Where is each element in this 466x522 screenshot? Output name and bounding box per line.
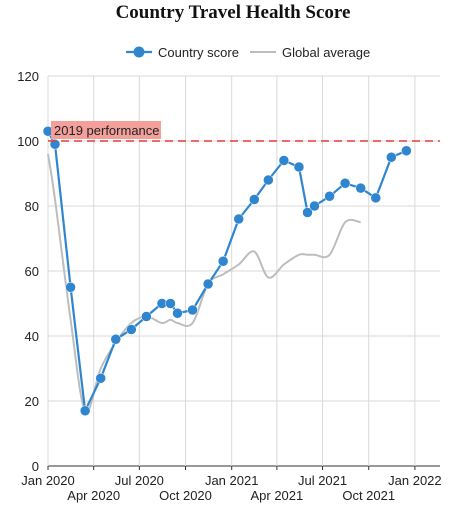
data-point <box>355 182 366 194</box>
data-point <box>187 304 198 316</box>
y-tick-label: 0 <box>32 459 39 474</box>
y-tick-label: 40 <box>25 329 39 344</box>
data-point <box>309 200 320 212</box>
y-tick-label: 20 <box>25 394 39 409</box>
data-point <box>324 191 335 202</box>
data-point <box>202 278 214 290</box>
y-tick-label: 100 <box>17 134 39 149</box>
data-point <box>65 282 76 293</box>
y-tick-label: 80 <box>25 199 39 214</box>
x-tick-label: Apr 2020 <box>67 488 120 503</box>
data-point <box>79 405 91 416</box>
data-point <box>278 155 290 166</box>
data-point <box>386 152 397 163</box>
data-point <box>110 334 122 345</box>
data-point <box>126 324 137 335</box>
x-tick-label: Oct 2021 <box>342 488 395 503</box>
data-point <box>249 194 260 205</box>
data-point <box>165 298 176 309</box>
reference-label-box <box>51 121 161 139</box>
reference-label: 2019 performance <box>54 123 160 138</box>
x-tick-label: Jul 2021 <box>298 473 347 488</box>
y-tick-label: 120 <box>17 69 39 84</box>
legend-swatch-marker <box>133 46 145 58</box>
data-point <box>233 213 244 225</box>
x-tick-label: Jan 2020 <box>21 473 75 488</box>
x-tick-label: Oct 2020 <box>159 488 212 503</box>
y-tick-label: 60 <box>25 264 39 279</box>
data-point <box>263 174 274 186</box>
x-tick-label: Jul 2020 <box>115 473 164 488</box>
x-tick-label: Jan 2021 <box>205 473 259 488</box>
chart-title: Country Travel Health Score <box>115 2 351 23</box>
data-point <box>302 207 313 218</box>
data-point <box>370 192 382 204</box>
data-point <box>293 161 305 173</box>
x-tick-label: Apr 2021 <box>250 488 303 503</box>
series-line-global-average <box>47 153 361 413</box>
data-point <box>141 311 152 322</box>
data-point <box>95 373 106 384</box>
legend: Country score Global average <box>126 45 370 60</box>
legend-label: Global average <box>282 45 370 60</box>
data-point <box>339 178 351 189</box>
reference-annotation: 2019 performance <box>51 121 161 139</box>
data-point <box>401 145 412 156</box>
x-tick-label: Jan 2022 <box>388 473 442 488</box>
legend-label: Country score <box>158 45 239 60</box>
data-point <box>217 256 229 267</box>
data-point <box>172 308 183 319</box>
